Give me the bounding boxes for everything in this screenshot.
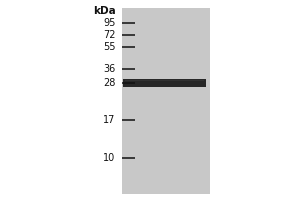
Bar [122,36,210,45]
Bar [122,8,210,17]
Text: 55: 55 [103,42,116,52]
Text: 10: 10 [103,153,116,163]
Bar [122,54,210,64]
Text: 95: 95 [103,18,116,28]
Bar [122,17,210,27]
Bar [122,82,210,92]
Bar [122,64,210,73]
Bar [122,129,210,138]
Bar [122,73,210,82]
Bar [122,166,210,175]
Bar [122,185,210,194]
Bar [122,175,210,185]
Bar [122,110,210,120]
Bar [122,148,210,157]
Text: kDa: kDa [93,6,116,16]
Bar [122,101,210,110]
Bar [123,79,206,87]
Bar [122,157,210,166]
Bar [122,45,210,54]
Text: 36: 36 [103,64,116,74]
Bar [122,120,210,129]
Bar [122,8,210,194]
Text: 28: 28 [103,78,116,88]
Text: 72: 72 [103,30,116,40]
Bar [122,92,210,101]
Text: 17: 17 [103,115,116,125]
Bar [124,80,204,81]
Bar [122,138,210,148]
Bar [122,27,210,36]
